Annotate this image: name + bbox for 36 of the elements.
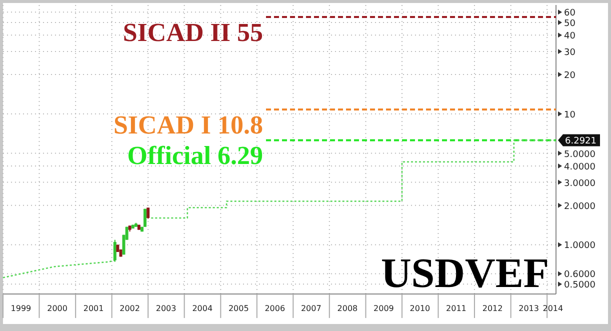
y-tick-label: 20 (564, 71, 576, 82)
x-tick-label: 2000 (47, 304, 68, 313)
y-tick-label: 5.0000 (564, 150, 596, 160)
x-tick-label: 2001 (83, 304, 104, 313)
candlestick (113, 239, 116, 262)
text: USDVEF (380, 251, 549, 297)
y-tick-label: 10 (564, 110, 576, 120)
x-tick-label: 2010 (410, 304, 430, 313)
ref-line-label: SICAD I 10.8 (113, 110, 263, 140)
ref-line-label: SICAD II 55 (122, 18, 263, 48)
y-tick-label: 30 (564, 48, 576, 58)
ref-line-label: Official 6.29 (127, 141, 263, 170)
y-tick-label: 1.0000 (564, 241, 596, 252)
y-tick-label: 4.0000 (564, 162, 596, 172)
x-tick-label: 2012 (482, 304, 503, 313)
y-tick-label: 0.6000 (564, 270, 596, 280)
y-tick-label: 40 (564, 32, 576, 42)
x-tick-label: 2002 (120, 304, 140, 313)
x-tick-label: 2007 (300, 304, 322, 313)
x-tick-label: 2009 (374, 304, 394, 313)
text: 6.2921 (565, 136, 596, 147)
x-tick-label: 2003 (156, 304, 176, 313)
x-tick-label: 2013 (518, 304, 539, 313)
x-tick-label: 2006 (264, 304, 286, 313)
x-tick-label: 2005 (228, 304, 249, 313)
x-tick-label: 1999 (10, 304, 32, 313)
y-tick-label: 2.0000 (564, 202, 596, 212)
x-tick-label: 2008 (337, 304, 358, 313)
y-tick-label: 3.0000 (564, 178, 596, 189)
y-tick-label: 50 (564, 18, 576, 29)
y-tick-label: 0.5000 (564, 280, 596, 291)
y-tick-label: 60 (564, 8, 576, 19)
x-tick-label: 2014 (542, 304, 564, 313)
x-tick-label: 2004 (192, 304, 213, 313)
x-tick-label: 2011 (446, 304, 466, 313)
candlestick (146, 207, 150, 220)
